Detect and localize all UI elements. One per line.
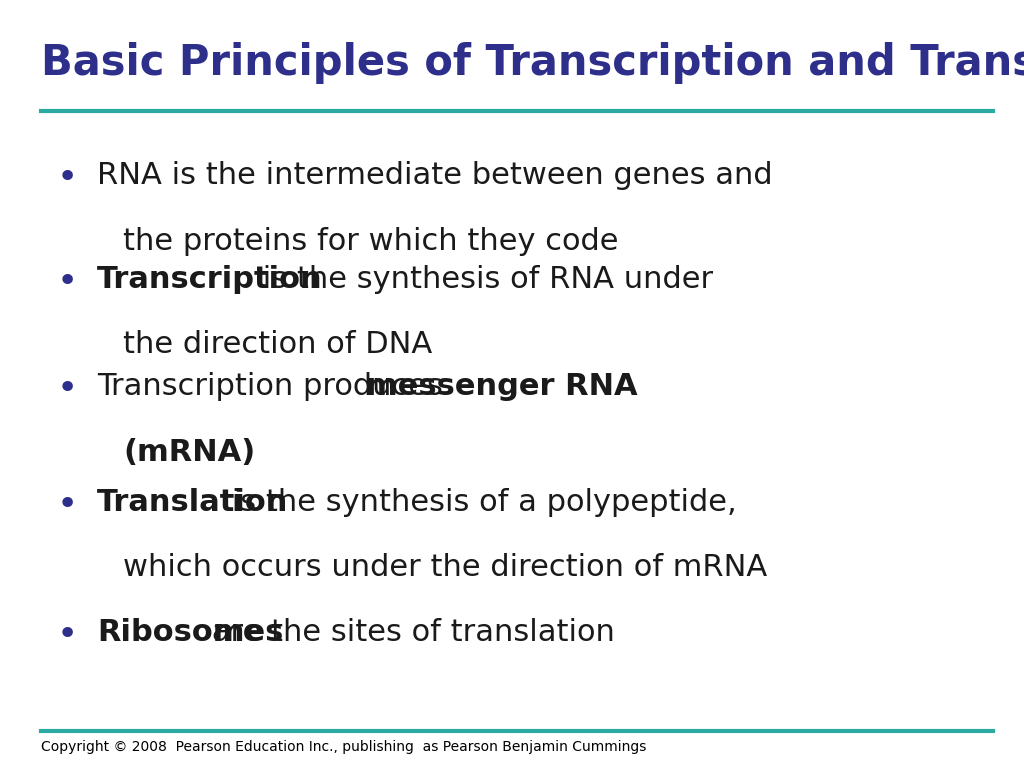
Text: is the synthesis of RNA under: is the synthesis of RNA under: [253, 265, 713, 294]
Text: Basic Principles of Transcription and Translation: Basic Principles of Transcription and Tr…: [41, 42, 1024, 84]
Text: Translation: Translation: [97, 488, 289, 517]
Text: •: •: [56, 161, 78, 195]
Text: Transcription: Transcription: [97, 265, 323, 294]
Text: •: •: [56, 618, 78, 652]
Text: •: •: [56, 488, 78, 521]
Text: RNA is the intermediate between genes and: RNA is the intermediate between genes an…: [97, 161, 773, 190]
Text: Copyright © 2008  Pearson Education Inc., publishing  as Pearson Benjamin Cummin: Copyright © 2008 Pearson Education Inc.,…: [41, 740, 646, 754]
Text: messenger RNA: messenger RNA: [366, 372, 637, 402]
Text: the direction of DNA: the direction of DNA: [123, 330, 432, 359]
Text: which occurs under the direction of mRNA: which occurs under the direction of mRNA: [123, 553, 767, 582]
Text: (mRNA): (mRNA): [123, 438, 255, 467]
Text: Ribosomes: Ribosomes: [97, 618, 284, 647]
Text: are the sites of translation: are the sites of translation: [202, 618, 614, 647]
Text: the proteins for which they code: the proteins for which they code: [123, 227, 618, 256]
Text: •: •: [56, 265, 78, 299]
Text: is the synthesis of a polypeptide,: is the synthesis of a polypeptide,: [222, 488, 737, 517]
Text: •: •: [56, 372, 78, 406]
Text: Transcription produces: Transcription produces: [97, 372, 453, 402]
